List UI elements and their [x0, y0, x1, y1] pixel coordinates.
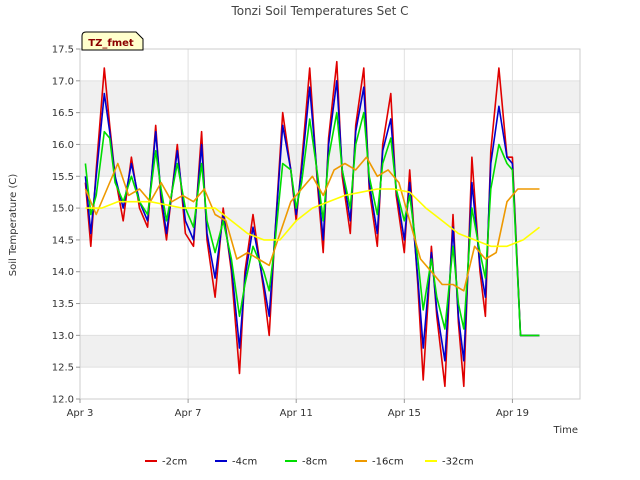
series-line-32cm — [85, 188, 540, 248]
y-axis-ticks: 12.0 12.5 13.0 13.5 14.0 14.5 15.0 15.5 16.0 16.5… — [52, 45, 80, 406]
y-tick-label: 17.5 — [52, 45, 74, 56]
y-tick-label: 13.5 — [52, 299, 74, 310]
x-tick-label: Apr 15 — [388, 408, 421, 419]
y-tick-label: 14.0 — [52, 267, 74, 278]
x-tick-label: Apr 11 — [280, 408, 313, 419]
x-axis-title: Time — [553, 425, 578, 436]
site-badge: TZ_fmet — [81, 31, 144, 51]
legend-label: -4cm — [232, 457, 257, 468]
y-tick-label: 16.0 — [52, 140, 74, 151]
badge-label: TZ_fmet — [88, 38, 134, 49]
x-tick-label: Apr 19 — [496, 408, 529, 419]
series-line-16cm — [84, 156, 540, 292]
y-tick-label: 12.0 — [52, 395, 74, 406]
y-tick-label: 13.0 — [52, 331, 74, 342]
x-axis-ticks: Apr 3 Apr 7 Apr 11 Apr 15 Apr 19 — [67, 399, 529, 419]
y-tick-label: 14.5 — [52, 235, 74, 246]
series-lines — [84, 60, 540, 388]
legend-label: -32cm — [442, 457, 474, 468]
y-tick-label: 17.0 — [52, 76, 74, 87]
legend-label: -2cm — [162, 457, 187, 468]
legend-label: -16cm — [372, 457, 404, 468]
badge-shape — [81, 31, 144, 51]
plot-border — [79, 48, 581, 400]
y-tick-label: 15.5 — [52, 172, 74, 183]
legend: -2cm -4cm -8cm -16cm -32cm — [145, 457, 474, 468]
x-tick-label: Apr 3 — [67, 408, 94, 419]
legend-label: -8cm — [302, 457, 327, 468]
y-tick-label: 12.5 — [52, 363, 74, 374]
chart-title: Tonzi Soil Temperatures Set C — [230, 4, 408, 18]
plot-background — [80, 49, 580, 399]
plot-band — [80, 271, 580, 304]
plot-band — [80, 80, 580, 113]
y-tick-label: 16.5 — [52, 108, 74, 119]
y-axis-title: Soil Temperature (C) — [8, 174, 19, 277]
x-tick-label: Apr 7 — [175, 408, 202, 419]
plot-band — [80, 335, 580, 368]
y-tick-label: 15.0 — [52, 204, 74, 215]
